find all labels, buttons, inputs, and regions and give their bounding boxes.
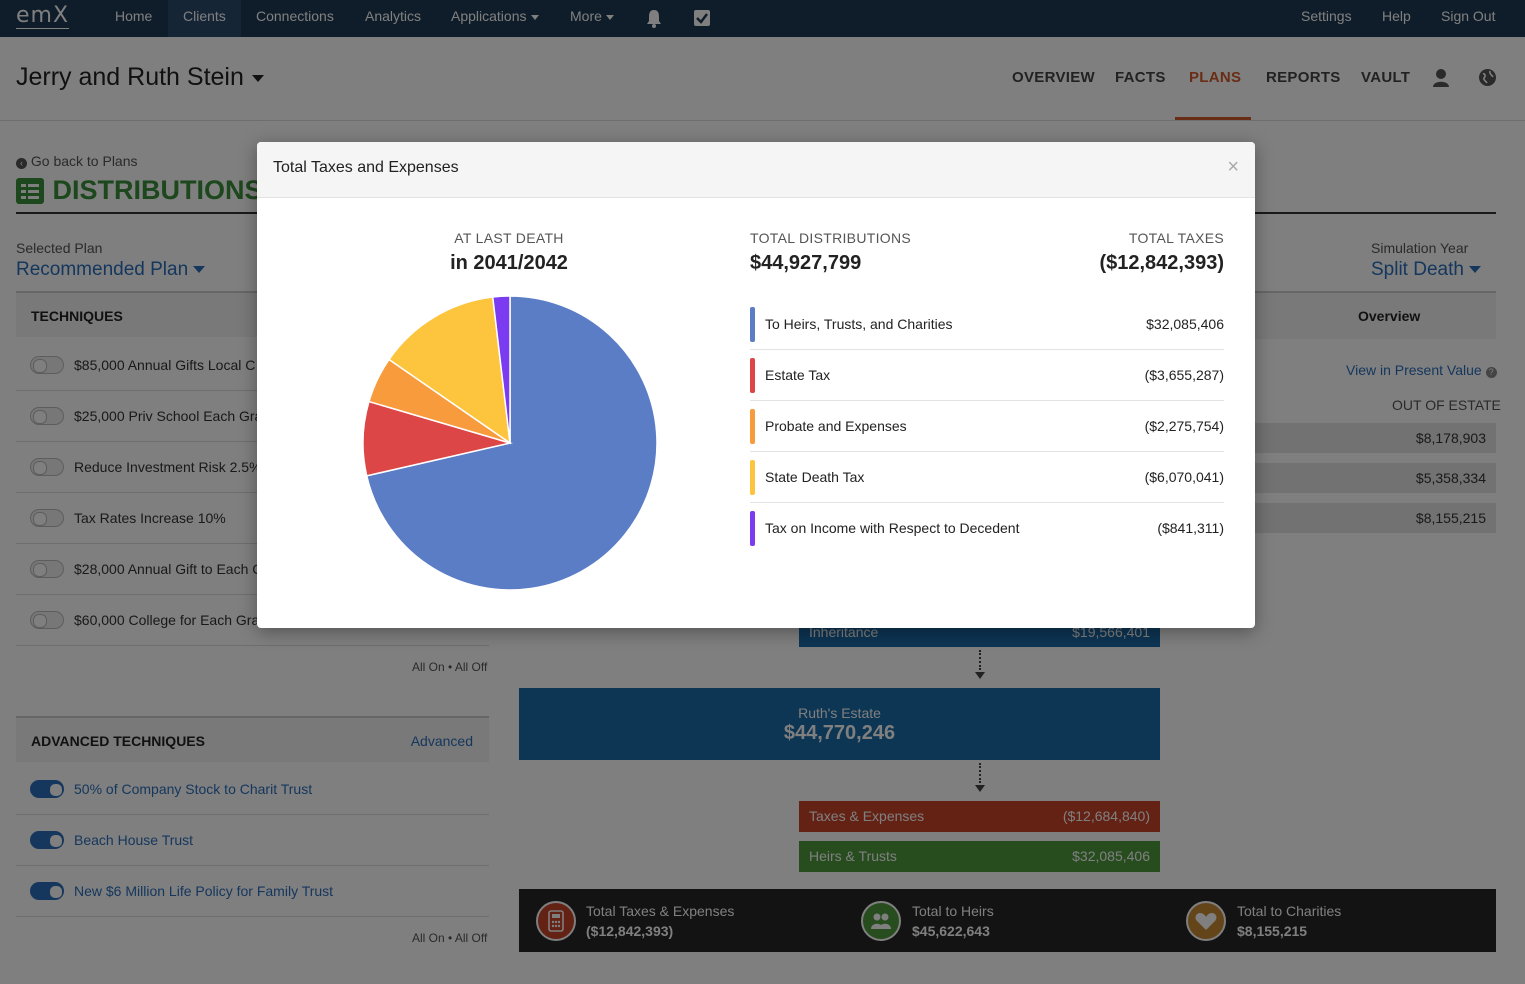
total-distributions-value: $44,927,799 <box>750 252 862 274</box>
modal-title: Total Taxes and Expenses <box>273 159 459 176</box>
total-taxes-value: ($12,842,393) <box>1099 252 1224 274</box>
legend-swatch <box>750 409 755 444</box>
total-taxes-modal: Total Taxes and Expenses × AT LAST DEATH… <box>257 142 1255 628</box>
legend-label: Estate Tax <box>765 367 831 383</box>
modal-header: Total Taxes and Expenses × <box>257 142 1255 198</box>
legend-swatch <box>750 307 755 342</box>
legend-label: To Heirs, Trusts, and Charities <box>765 316 953 332</box>
legend-value: ($3,655,287) <box>1144 367 1224 383</box>
legend-value: ($2,275,754) <box>1144 418 1224 434</box>
legend-label: State Death Tax <box>765 469 865 485</box>
close-icon[interactable]: × <box>1227 156 1239 178</box>
legend-label: Probate and Expenses <box>765 418 907 434</box>
pie-slice-state-death-tax[interactable] <box>387 296 511 445</box>
total-distributions-label: TOTAL DISTRIBUTIONS <box>750 230 912 246</box>
legend-row: Tax on Income with Respect to Decedent (… <box>750 503 1224 554</box>
legend-row: Probate and Expenses ($2,275,754) <box>750 401 1224 452</box>
legend-value: ($6,070,041) <box>1144 469 1224 485</box>
legend-label: Tax on Income with Respect to Decedent <box>765 520 1020 536</box>
legend-swatch <box>750 358 755 393</box>
distribution-pie-chart <box>362 295 658 591</box>
at-last-death-value: in 2041/2042 <box>450 252 568 274</box>
legend-row: Estate Tax ($3,655,287) <box>750 350 1224 401</box>
pie-slice-income-tax-decedent[interactable] <box>491 295 511 444</box>
total-taxes-label: TOTAL TAXES <box>1128 230 1224 246</box>
legend-swatch <box>750 460 755 495</box>
legend-row: State Death Tax ($6,070,041) <box>750 452 1224 503</box>
legend-row: To Heirs, Trusts, and Charities $32,085,… <box>750 299 1224 350</box>
at-last-death-label: AT LAST DEATH <box>454 230 564 246</box>
legend-swatch <box>750 511 755 546</box>
legend-value: $32,085,406 <box>1146 316 1224 332</box>
legend-value: ($841,311) <box>1157 520 1224 536</box>
